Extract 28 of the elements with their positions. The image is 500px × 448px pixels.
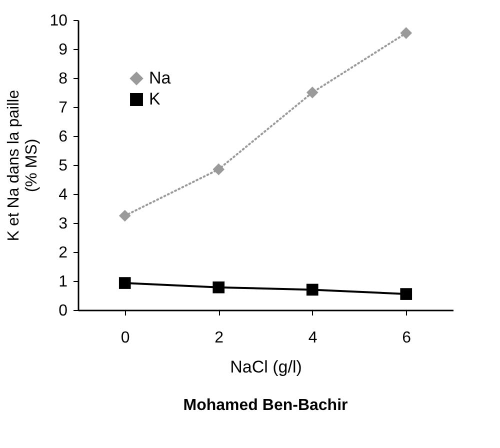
y-axis-title: K et Na dans la paille (% MS) bbox=[6, 90, 41, 242]
y-tick-label: 2 bbox=[58, 244, 68, 262]
point bbox=[306, 86, 318, 98]
x-tick-label: 6 bbox=[402, 330, 412, 346]
point bbox=[400, 288, 412, 300]
x-tick-label: 2 bbox=[214, 330, 224, 346]
y-tick-label: 5 bbox=[58, 158, 68, 174]
y-tick-label: 7 bbox=[58, 100, 68, 116]
y-tick-label: 10 bbox=[50, 12, 68, 30]
y-tick-label: 3 bbox=[58, 216, 68, 232]
point bbox=[118, 210, 131, 222]
legend-label: K bbox=[149, 90, 161, 108]
point bbox=[400, 27, 412, 39]
x-axis-title: NaCl (g/l) bbox=[230, 358, 302, 376]
y-tick-label: 6 bbox=[58, 128, 68, 146]
y-tick-label: 1 bbox=[58, 274, 68, 290]
y-tick-label: 9 bbox=[58, 42, 68, 58]
x-tick-label: 0 bbox=[120, 330, 130, 346]
point bbox=[118, 277, 131, 289]
point bbox=[212, 281, 225, 294]
y-tick-label: 0 bbox=[58, 302, 68, 320]
point bbox=[306, 284, 318, 296]
y-tick-label: 4 bbox=[58, 186, 68, 204]
legend-label: Na bbox=[149, 68, 172, 88]
y-tick-label: 8 bbox=[58, 70, 68, 88]
text: Mohamed Ben-Bachir bbox=[183, 397, 348, 414]
x-tick-label: 4 bbox=[308, 330, 318, 346]
point bbox=[212, 163, 225, 176]
